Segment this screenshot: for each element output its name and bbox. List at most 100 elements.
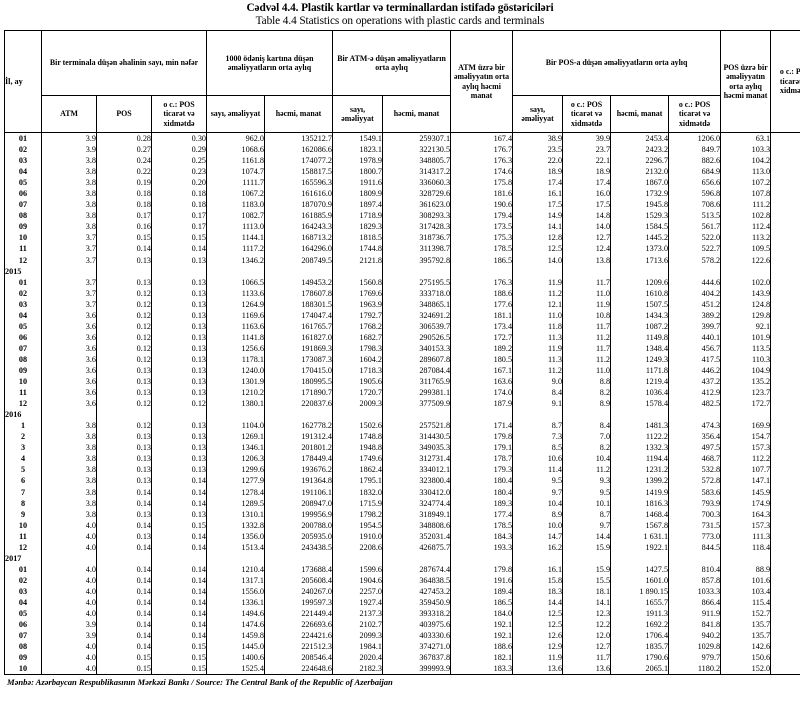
cell-c6: 2137.3 — [332, 608, 384, 620]
cell-c8: 181.6 — [450, 188, 514, 200]
cell-c2: 0.15 — [96, 652, 152, 664]
cell-c4: 1289.5 — [206, 497, 265, 509]
cell-c9: 11.8 — [512, 320, 564, 332]
cell-c5: 200788.0 — [263, 519, 334, 531]
cell-c8: 180.5 — [450, 353, 514, 365]
row-month-label: 06 — [4, 188, 42, 200]
cell-c11: 1332.3 — [610, 442, 670, 454]
cell-c11: 1713.6 — [610, 254, 670, 266]
cell-c1: 4.0 — [41, 652, 97, 664]
cell-c10: 11.9 — [562, 298, 612, 310]
cell-c9: 7.3 — [512, 431, 564, 443]
cell-c2: 0.14 — [96, 619, 152, 631]
cell-c4: 1346.1 — [206, 442, 265, 454]
cell-c14: 37.9 — [770, 276, 800, 288]
table-row: 08 3.8 0.17 0.17 1082.7 161885.9 1718.9 308293.… — [4, 210, 800, 222]
cell-c5: 162086.6 — [263, 144, 334, 156]
cell-c13: 150.6 — [720, 652, 772, 664]
cell-c11: 1249.3 — [610, 353, 670, 365]
cell-c3: 0.14 — [151, 243, 207, 255]
cell-c5: 178607.8 — [263, 287, 334, 299]
cell-c5: 158817.5 — [263, 166, 334, 178]
cell-c12: 810.4 — [668, 563, 722, 575]
cell-c4: 1074.7 — [206, 166, 265, 178]
table-row: 11 3.6 0.13 0.13 1210.2 171890.7 1720.7 299381.… — [4, 387, 800, 399]
cell-c8: 176.3 — [450, 155, 514, 167]
cell-c2: 0.14 — [96, 585, 152, 597]
cell-c14: 61.4 — [770, 596, 800, 609]
cell-c1: 4.0 — [41, 596, 97, 609]
cell-c6: 1748.8 — [332, 431, 384, 443]
cell-c11: 1219.4 — [610, 376, 670, 388]
table-row: 06 3.9 0.14 0.14 1474.6 226693.6 2102.7 403975.… — [4, 619, 800, 631]
cell-c10: 18.9 — [562, 166, 612, 178]
cell-c6: 1769.6 — [332, 287, 384, 299]
cell-c7: 364838.5 — [382, 574, 452, 586]
cell-c1: 4.0 — [41, 663, 97, 676]
cell-c11 — [610, 265, 670, 277]
cell-c5: 205608.4 — [263, 574, 334, 586]
cell-c14: 51.2 — [770, 431, 800, 443]
cell-c10 — [562, 409, 612, 421]
cell-c3 — [151, 265, 207, 277]
cell-c5: 149453.2 — [263, 276, 334, 288]
cell-c6: 1904.6 — [332, 574, 384, 586]
cell-c2: 0.14 — [96, 574, 152, 586]
cell-c13: 104.2 — [720, 155, 772, 167]
table-row: 10 4.0 0.14 0.15 1332.8 200788.0 1954.5 348808.… — [4, 519, 800, 531]
cell-c2: 0.15 — [96, 232, 152, 244]
cell-c4 — [206, 265, 265, 277]
cell-c5: 191869.3 — [263, 342, 334, 354]
cell-c3: 0.14 — [151, 497, 207, 509]
cell-c8: 177.4 — [450, 508, 514, 520]
cell-c3: 0.13 — [151, 420, 207, 432]
cell-c14: 36.2 — [770, 166, 800, 178]
cell-c1: 3.7 — [41, 232, 97, 244]
cell-c10: 8.4 — [562, 420, 612, 432]
cell-c13: 135.7 — [720, 619, 772, 631]
cell-c4: 1183.0 — [206, 199, 265, 211]
cell-c12: 444.6 — [668, 276, 722, 288]
cell-c12: 857.8 — [668, 574, 722, 586]
cell-c4: 1113.0 — [206, 221, 265, 233]
cell-c8: 177.6 — [450, 298, 514, 310]
cell-c2: 0.12 — [96, 342, 152, 354]
cell-c7: 324691.2 — [382, 309, 452, 321]
cell-c9: 17.5 — [512, 199, 564, 211]
cell-c12 — [668, 409, 722, 421]
cell-c7: 340153.3 — [382, 342, 452, 354]
header-col-pos-count-trade: o c.: POS ticarət və xidmətdə — [562, 95, 612, 133]
row-month-label: 05 — [4, 608, 42, 620]
cell-c3: 0.17 — [151, 210, 207, 222]
cell-c6: 2102.7 — [332, 619, 384, 631]
cell-c9: 12.1 — [512, 298, 564, 310]
row-month-label: 01 — [4, 276, 42, 288]
cell-c6: 1718.9 — [332, 210, 384, 222]
cell-c9: 17.4 — [512, 177, 564, 189]
cell-c7: 306539.7 — [382, 320, 452, 332]
cell-c8: 180.4 — [450, 486, 514, 498]
cell-c5: 164243.3 — [263, 221, 334, 233]
cell-c8: 179.8 — [450, 431, 514, 443]
cell-c10: 14.8 — [562, 210, 612, 222]
cell-c7: 323800.4 — [382, 475, 452, 487]
cell-c2: 0.14 — [96, 486, 152, 498]
cell-c13: 157.3 — [720, 519, 772, 531]
page-title-en: Table 4.4 Statistics on operations with … — [255, 15, 545, 27]
cell-c8: 182.1 — [450, 652, 514, 664]
cell-c12: 583.6 — [668, 486, 722, 498]
table-row: 03 4.0 0.14 0.14 1556.0 240267.0 2257.0 427453.… — [4, 585, 800, 597]
header-col-cards-volume: həcmi, manat — [263, 95, 334, 133]
cell-c7 — [382, 409, 452, 421]
cell-c8: 178.7 — [450, 453, 514, 465]
cell-c8: 176.3 — [450, 276, 514, 288]
header-group-per-pos: Bir POS-a düşən əməliyyatların orta aylı… — [512, 30, 722, 96]
row-year-label: 2017 — [4, 552, 42, 564]
cell-c8: 171.4 — [450, 420, 514, 432]
cell-c1: 3.9 — [41, 144, 97, 156]
cell-c14: 37.9 — [770, 298, 800, 310]
cell-c2: 0.14 — [96, 497, 152, 509]
cell-c4: 1346.2 — [206, 254, 265, 266]
cell-c14: 45.1 — [770, 453, 800, 465]
cell-c4: 1163.6 — [206, 320, 265, 332]
